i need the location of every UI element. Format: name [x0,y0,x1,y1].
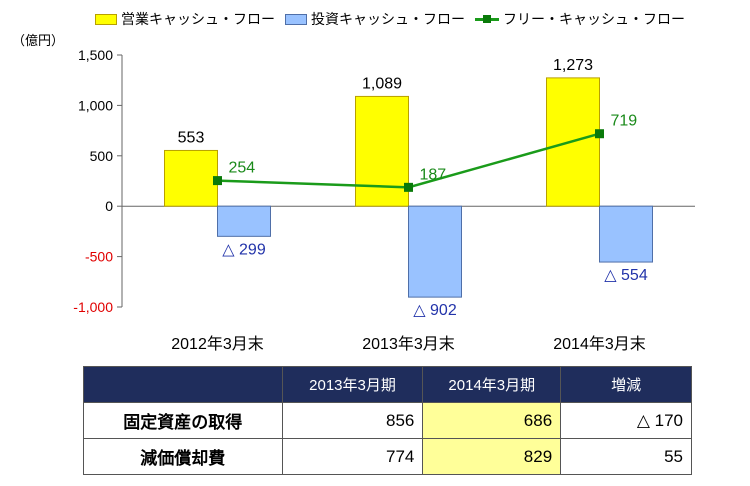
table-header-blank [83,366,283,403]
point-free-cf [213,176,222,186]
data-label-free-cf: 187 [420,166,447,183]
data-label-investing-cf: △ 299 [222,241,266,258]
table-cell: 55 [560,438,692,475]
legend-item-free: フリー・キャッシュ・フロー [475,9,685,29]
y-tick-label: -1,000 [73,299,113,315]
data-label-operating-cf: 553 [178,129,205,146]
table-cell-highlight: 829 [422,438,562,475]
bar-investing-cf [217,205,271,237]
data-label-operating-cf: 1,089 [362,75,402,92]
legend-swatch-free [475,14,499,25]
data-label-operating-cf: 1,273 [553,57,593,74]
legend-item-investing: 投資キャッシュ・フロー [285,9,465,29]
legend-swatch-investing [285,13,307,25]
legend-label-free: フリー・キャッシュ・フロー [503,11,685,27]
table-header-2013: 2013年3月期 [281,366,424,403]
table-header-row: 2013年3月期 2014年3月期 増減 [83,366,692,403]
cash-flow-chart: 1,500 1,000 500 0 -500 -1,000 553 △ 299 2012年3月末… [73,47,695,353]
y-tick-label: -500 [85,249,113,265]
table-cell: 774 [281,438,424,475]
table-row: 減価償却費 774 829 55 [83,438,692,475]
table-cell: △ 170 [560,402,692,439]
capex-depreciation-table: 2013年3月期 2014年3月期 増減 固定資産の取得 856 686 △ 1… [83,366,692,475]
y-tick-label: 500 [90,148,114,164]
y-tick-label: 1,500 [78,47,113,63]
table-header-2014: 2014年3月期 [422,366,562,403]
legend-item-operating: 営業キャッシュ・フロー [95,9,275,29]
table-header-change: 増減 [560,366,692,403]
bar-operating-cf [355,95,409,207]
y-axis-unit-label: （億円） [12,33,65,48]
x-category-label: 2014年3月末 [553,335,646,353]
data-label-free-cf: 254 [229,160,256,177]
bar-investing-cf [599,205,653,263]
point-free-cf [404,182,413,192]
data-label-investing-cf: △ 554 [604,267,648,284]
y-tick-label: 1,000 [78,97,113,113]
legend-label-operating: 営業キャッシュ・フロー [121,11,275,27]
x-category-label: 2012年3月末 [171,335,264,353]
table-row-label: 固定資産の取得 [83,402,283,439]
data-label-investing-cf: △ 902 [413,302,457,319]
table-row-label: 減価償却費 [83,438,283,475]
chart-legend: 営業キャッシュ・フロー 投資キャッシュ・フロー フリー・キャッシュ・フロー [95,8,695,30]
data-label-free-cf: 719 [611,113,638,130]
legend-label-investing: 投資キャッシュ・フロー [311,11,465,27]
bar-investing-cf [408,205,462,298]
table-row: 固定資産の取得 856 686 △ 170 [83,402,692,439]
table-cell: 856 [281,402,424,439]
bar-operating-cf [164,149,218,207]
point-free-cf [595,129,604,139]
legend-swatch-operating [95,13,117,25]
y-tick-label: 0 [105,198,113,214]
table-cell-highlight: 686 [422,402,562,439]
x-category-label: 2013年3月末 [362,335,455,353]
